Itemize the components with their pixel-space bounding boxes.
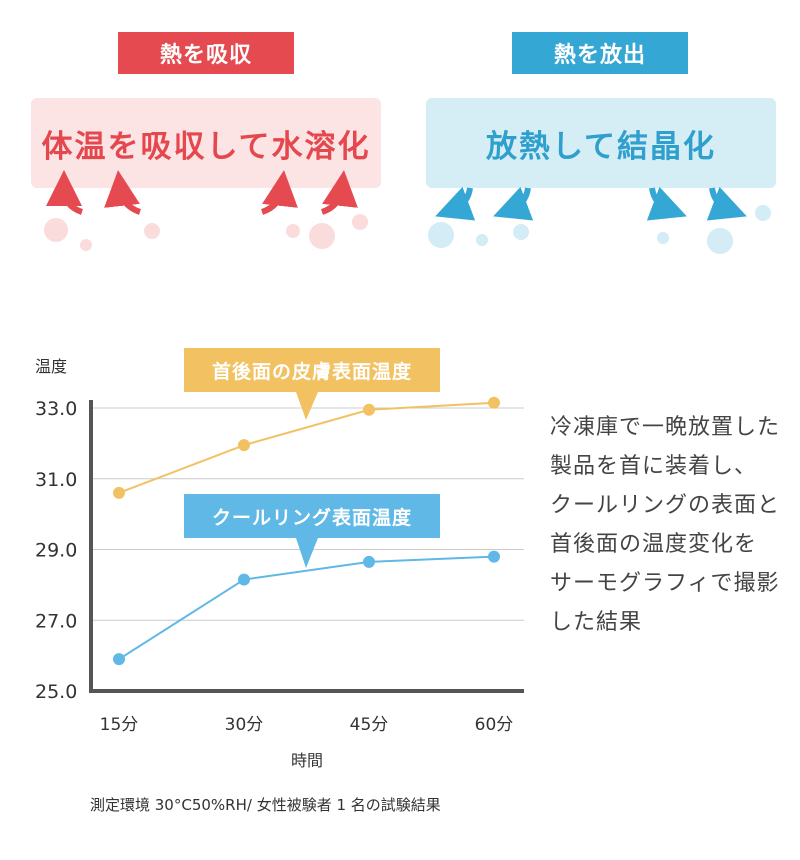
data-point	[238, 439, 250, 452]
neck-legend-pointer	[296, 392, 318, 420]
bubble-icon	[513, 224, 529, 240]
y-tick-label: 27.0	[35, 610, 77, 632]
bubble-icon	[428, 222, 454, 248]
down-arrow-icon	[646, 186, 687, 221]
down-arrow-icon	[493, 186, 534, 221]
up-arrow-icon	[46, 170, 84, 215]
release-panel: 放熱して結晶化	[426, 98, 776, 188]
legend-neck-skin-temp: 首後面の皮膚表面温度	[184, 348, 440, 392]
series-line-0	[118, 401, 495, 494]
up-arrow-icon	[320, 170, 358, 215]
release-heat-tab: 熱を放出	[512, 32, 688, 74]
y-tick-label: 33.0	[35, 398, 77, 420]
x-tick-label: 45分	[350, 715, 389, 735]
bubble-icon	[476, 234, 488, 246]
legend-cool-ring-temp: クールリング表面温度	[184, 494, 440, 538]
x-axis-label: 時間	[291, 751, 323, 770]
data-point	[488, 550, 500, 563]
down-arrow-icon	[435, 186, 476, 221]
data-point	[238, 573, 250, 586]
data-point	[113, 486, 125, 499]
bubble-icon	[144, 223, 160, 239]
y-tick-label: 31.0	[35, 469, 77, 491]
bubble-icon	[755, 205, 771, 221]
heat-flow-illustration	[44, 170, 771, 254]
y-tick-label: 25.0	[35, 681, 77, 703]
bubble-icon	[286, 224, 300, 238]
x-tick-label: 15分	[100, 715, 139, 735]
bubble-icon	[309, 223, 335, 249]
data-point	[113, 653, 125, 666]
experiment-description: 冷凍庫で一晩放置した 製品を首に装着し、 クールリングの表面と 首後面の温度変化…	[550, 415, 781, 635]
x-tick-label: 60分	[475, 715, 514, 735]
ring-legend-pointer	[296, 538, 318, 568]
bubble-icon	[657, 232, 669, 244]
y-tick-label: 29.0	[35, 540, 77, 562]
bubble-icon	[44, 218, 68, 242]
absorb-heat-tab: 熱を吸収	[118, 32, 294, 74]
bubble-icon	[707, 228, 733, 254]
down-arrow-icon	[706, 186, 747, 221]
data-point	[488, 396, 500, 409]
up-arrow-icon	[260, 170, 298, 215]
data-point	[363, 403, 375, 416]
bubble-icon	[352, 214, 368, 230]
series-line-1	[118, 555, 495, 661]
test-condition-footnote: 測定環境 30°C50%RH/ 女性被験者 1 名の試験結果	[90, 796, 441, 814]
data-point	[363, 555, 375, 568]
up-arrow-icon	[104, 170, 142, 215]
bubble-icon	[80, 239, 92, 251]
y-axis-label: 温度	[35, 357, 67, 376]
x-tick-label: 30分	[225, 715, 264, 735]
